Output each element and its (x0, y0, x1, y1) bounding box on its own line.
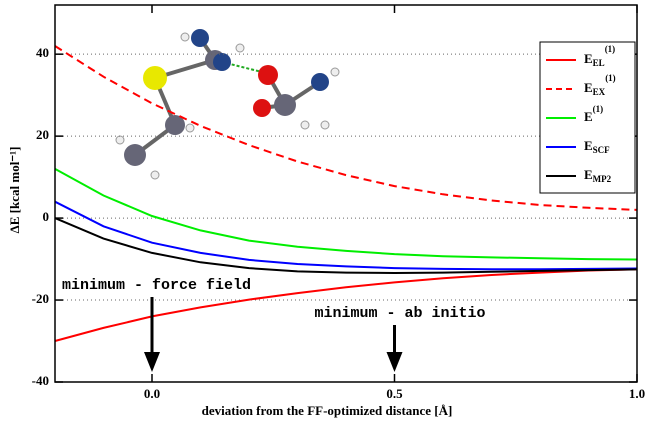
x-tick-label: 0.5 (386, 386, 403, 401)
y-axis-label: ΔE [kcal mol⁻¹] (7, 147, 22, 234)
x-axis-label: deviation from the FF-optimized distance… (202, 403, 453, 418)
y-tick-label: 0 (43, 209, 50, 224)
legend-subscript: EX (593, 87, 606, 97)
legend-subscript: MP2 (593, 174, 612, 184)
annotation: minimum - ab initio (315, 305, 486, 322)
y-tick-label: -20 (32, 291, 49, 306)
legend-name: E (584, 167, 593, 182)
annotation-arrow-head (144, 352, 160, 372)
annotation-arrow-head (387, 352, 403, 372)
x-tick-label: 1.0 (629, 386, 645, 401)
molecule (116, 29, 339, 179)
annotation: minimum - force field (62, 277, 251, 294)
y-tick-label: 40 (36, 45, 49, 60)
legend-name: E (584, 138, 593, 153)
series-line (55, 218, 637, 273)
legend-name: E (584, 80, 593, 95)
y-tick-label: -40 (32, 373, 49, 388)
legend-name: E (584, 109, 593, 124)
x-tick-label: 0.0 (144, 386, 160, 401)
chart: deviation from the FF-optimized distance… (0, 0, 647, 425)
legend-superscript: (1) (605, 44, 616, 54)
legend-superscript: (1) (605, 73, 616, 83)
legend-subscript: SCF (593, 145, 611, 155)
legend-superscript: (1) (593, 104, 604, 114)
legend-subscript: EL (593, 58, 605, 68)
legend-name: E (584, 51, 593, 66)
y-tick-label: 20 (36, 127, 49, 142)
